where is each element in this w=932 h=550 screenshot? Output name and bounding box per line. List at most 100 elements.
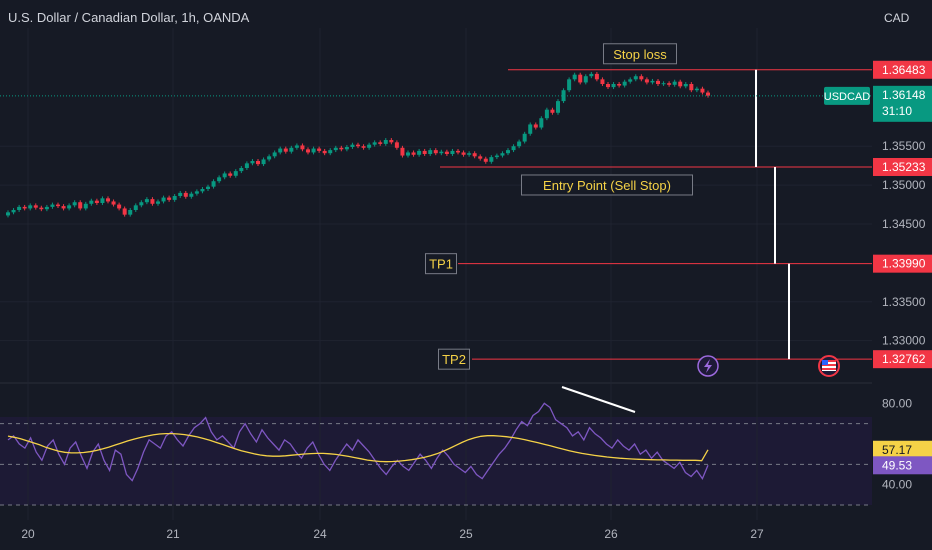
candle-body xyxy=(17,206,22,210)
candle-body xyxy=(111,201,116,205)
rsi-ma-value: 57.17 xyxy=(882,443,912,457)
candle-body xyxy=(389,140,394,143)
candle-body xyxy=(594,73,599,80)
candle-body xyxy=(322,150,327,154)
level-label-box xyxy=(521,174,693,196)
candle-body xyxy=(306,149,310,153)
candle-body xyxy=(28,205,33,209)
candle-body xyxy=(344,147,349,150)
candle-body xyxy=(472,153,477,157)
candle-body xyxy=(139,202,144,206)
candle-body xyxy=(583,76,588,83)
level-price-value: 1.33990 xyxy=(882,257,926,271)
candle-body xyxy=(428,150,433,154)
candle-body xyxy=(189,193,194,197)
candle-body xyxy=(406,152,410,156)
candle-body xyxy=(278,148,283,153)
candle-body xyxy=(511,146,516,151)
candle-body xyxy=(317,148,322,151)
candle-body xyxy=(444,151,449,154)
candle-body xyxy=(267,156,272,160)
time-tick-label: 27 xyxy=(750,527,764,541)
candle-body xyxy=(439,151,444,154)
candle-body xyxy=(633,76,638,80)
candle-body xyxy=(378,142,383,144)
candle-body xyxy=(417,150,422,155)
trade-path-lines xyxy=(755,69,790,360)
price-tick-label: 1.35000 xyxy=(882,178,926,192)
candle-body xyxy=(100,198,105,203)
level-label: Stop loss xyxy=(613,47,667,62)
candle-body xyxy=(233,171,238,176)
candle-body xyxy=(244,163,249,168)
candle-body xyxy=(506,150,510,154)
candle-body xyxy=(50,204,55,207)
rsi-line xyxy=(7,402,709,482)
candle-body xyxy=(589,73,594,77)
candle-body xyxy=(550,109,555,113)
rsi-value-badge xyxy=(873,456,932,475)
bar-countdown: 31:10 xyxy=(882,104,912,118)
candle-body xyxy=(22,206,27,209)
trade-levels: 1.36483 Stop loss 1.35233 Entry Point (Sell… xyxy=(425,43,932,370)
candle-body xyxy=(461,152,466,155)
rsi-ma-badge xyxy=(873,440,932,459)
candle-body xyxy=(661,83,666,85)
candle-body xyxy=(600,79,605,84)
candle-body xyxy=(494,155,499,158)
price-axis[interactable]: 1.35500 1.35000 1.34500 1.33500 1.33000 xyxy=(882,139,926,347)
rsi-tick-label: 80.00 xyxy=(882,396,912,410)
level-price-box xyxy=(873,157,932,176)
level-label: Entry Point (Sell Stop) xyxy=(543,178,671,193)
candle-body xyxy=(622,81,627,86)
time-tick-label: 25 xyxy=(459,527,473,541)
candle-body xyxy=(272,152,277,157)
candle-body xyxy=(44,206,49,210)
candle-body xyxy=(11,210,16,213)
candle-body xyxy=(106,198,110,202)
candle-body xyxy=(533,124,538,128)
price-tick-label: 1.35500 xyxy=(882,139,926,153)
candle-body xyxy=(222,173,227,178)
candle-body xyxy=(567,79,572,91)
candle-body xyxy=(483,158,488,162)
candle-body xyxy=(283,148,288,152)
candle-body xyxy=(528,124,533,134)
candle-body xyxy=(256,161,260,165)
divergence-trendline xyxy=(561,386,636,413)
candle-body xyxy=(311,148,316,153)
candle-body xyxy=(339,147,344,150)
candle-body xyxy=(400,147,405,156)
candle-body xyxy=(239,168,244,172)
time-axis[interactable]: 20 21 24 25 26 27 xyxy=(21,527,764,541)
candle-body xyxy=(433,150,438,154)
candle-body xyxy=(289,147,294,152)
us-flag-icon[interactable] xyxy=(818,355,840,377)
candle-body xyxy=(367,144,372,148)
price-tick-label: 1.33500 xyxy=(882,295,926,309)
candle-body xyxy=(500,153,505,156)
level-price-value: 1.32762 xyxy=(882,352,926,366)
rsi-ma-line xyxy=(7,432,709,463)
last-price-badge: USDCAD 1.36148 31:10 xyxy=(0,85,932,122)
candle-body xyxy=(372,142,377,145)
candle-body xyxy=(94,200,99,203)
time-tick-label: 24 xyxy=(313,527,327,541)
candle-body xyxy=(156,201,160,204)
level-price-box xyxy=(873,254,932,273)
candle-body xyxy=(150,199,155,204)
rsi-value: 49.53 xyxy=(882,458,912,472)
candle-body xyxy=(489,157,494,162)
candle-body xyxy=(172,196,177,200)
candle-body xyxy=(561,90,566,102)
candle-body xyxy=(39,207,44,210)
level-label-box xyxy=(425,253,457,275)
candle-body xyxy=(250,161,255,164)
level-label: TP1 xyxy=(429,257,453,272)
candle-body xyxy=(617,84,622,86)
candle-body xyxy=(450,150,455,154)
level-label-box xyxy=(438,348,470,370)
candle-body xyxy=(539,118,544,128)
lightning-icon[interactable] xyxy=(697,355,719,377)
